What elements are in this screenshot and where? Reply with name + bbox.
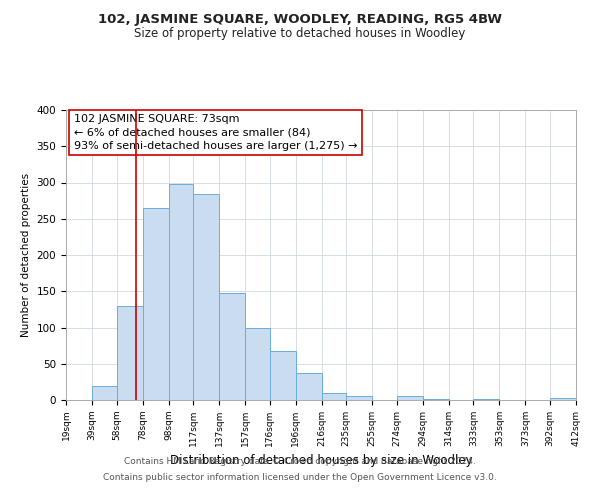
Bar xyxy=(346,396,372,400)
Text: Size of property relative to detached houses in Woodley: Size of property relative to detached ho… xyxy=(134,28,466,40)
X-axis label: Distribution of detached houses by size in Woodley: Distribution of detached houses by size … xyxy=(170,454,472,468)
Text: Contains HM Land Registry data © Crown copyright and database right 2024.: Contains HM Land Registry data © Crown c… xyxy=(124,458,476,466)
Y-axis label: Number of detached properties: Number of detached properties xyxy=(21,173,31,337)
Bar xyxy=(245,328,270,400)
Bar xyxy=(169,184,193,400)
Bar xyxy=(143,208,169,400)
Text: 102 JASMINE SQUARE: 73sqm
← 6% of detached houses are smaller (84)
93% of semi-d: 102 JASMINE SQUARE: 73sqm ← 6% of detach… xyxy=(74,114,357,151)
Bar xyxy=(296,373,322,400)
Bar xyxy=(322,394,346,400)
Bar xyxy=(423,398,449,400)
Bar xyxy=(270,352,296,400)
Bar xyxy=(219,294,245,400)
Bar xyxy=(550,398,576,400)
Bar xyxy=(116,306,143,400)
Text: 102, JASMINE SQUARE, WOODLEY, READING, RG5 4BW: 102, JASMINE SQUARE, WOODLEY, READING, R… xyxy=(98,12,502,26)
Bar xyxy=(92,386,116,400)
Text: Contains public sector information licensed under the Open Government Licence v3: Contains public sector information licen… xyxy=(103,472,497,482)
Bar xyxy=(193,194,219,400)
Bar xyxy=(473,398,499,400)
Bar xyxy=(397,396,423,400)
